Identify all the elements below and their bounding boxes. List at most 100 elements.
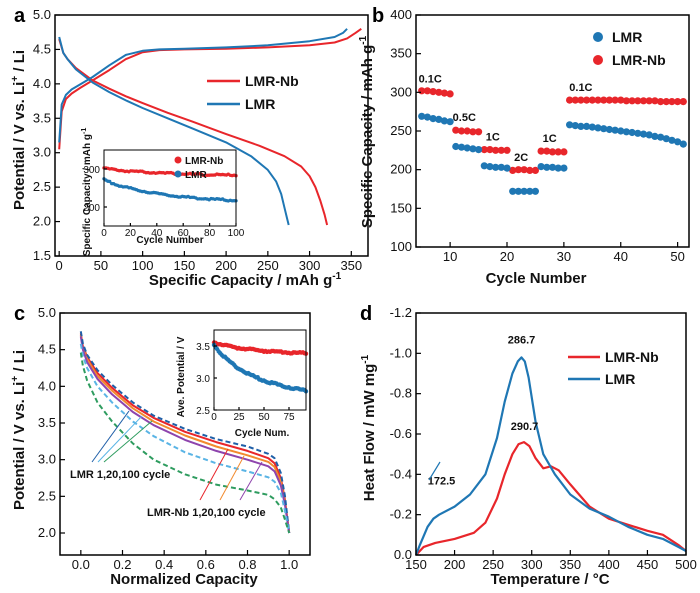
panel-b-point-lmr [503, 164, 511, 172]
panel-b-point-lmr-nb [622, 97, 631, 105]
panel-a-curve-0 [58, 27, 362, 150]
rate-label: 0.1C [569, 82, 592, 94]
panel-b-point-lmr-nb [429, 88, 437, 96]
panel-a-ytick-label: 2.5 [33, 179, 51, 194]
panel-b-point-lmr [475, 146, 483, 154]
panel-d-xtick-label: 150 [405, 557, 427, 572]
legend-label-lmrnb-b: LMR-Nb [612, 52, 666, 68]
panel-b-xtick-label: 30 [557, 249, 571, 264]
panel-d-series [414, 356, 687, 556]
panel-b-point-lmr [639, 130, 648, 138]
panel-b-point-lmr [446, 118, 454, 126]
rate-label: 1C [543, 133, 557, 145]
panel-c-annotations: LMR 1,20,100 cycle LMR-Nb 1,20,100 cycle [70, 410, 266, 519]
panel-c-ytick-label: 2.0 [38, 525, 56, 540]
panel-c-ytick-label: 3.5 [38, 415, 56, 430]
panel-b-xtick-label: 50 [670, 249, 684, 264]
panel-b-point-lmr-nb [509, 166, 517, 174]
panel-b-point-lmr-nb [503, 146, 511, 154]
panel-a-ytick-label: 1.5 [33, 248, 51, 263]
panel-d-xtick-label: 450 [637, 557, 659, 572]
panel-b-point-lmr-nb [577, 96, 585, 104]
panel-b-point-lmr [537, 163, 545, 171]
panel-b-point-lmr [469, 145, 477, 153]
panel-b-point-lmr [457, 143, 466, 151]
panel-d-ytick-label: 0.0 [394, 547, 412, 562]
panel-b-point-lmr [651, 132, 659, 140]
panel-c: c 0.0 0.2 0.4 0.6 0.8 1.0 2.0 2.5 3.0 3.5 4.0 4.5 5.… [10, 303, 311, 588]
panel-b-point-lmr-nb [657, 98, 665, 106]
panel-d-ytick-label: -0.4 [390, 466, 412, 481]
panel-a-xtick-label: 250 [257, 258, 279, 273]
inset-a-xtick-label: 0 [101, 228, 107, 239]
panel-b-ytick-label: 350 [390, 46, 412, 61]
panel-c-series [79, 331, 291, 534]
panel-c-xtick-label: 0.8 [238, 557, 256, 572]
panel-b-xtick-label: 20 [500, 249, 514, 264]
panel-b-point-lmr-nb [668, 98, 676, 106]
rate-label: 0.1C [419, 73, 442, 85]
ann-line-lmr-1 [91, 410, 130, 463]
panel-b-point-lmr [674, 138, 682, 146]
panel-d-xtick-label: 500 [675, 557, 697, 572]
panel-c-ticks: 0.0 0.2 0.4 0.6 0.8 1.0 2.0 2.5 3.0 3.5 4.0 4.5 5.0 [38, 305, 298, 572]
panel-b-point-lmr-nb [645, 97, 653, 105]
panel-b-point-lmr [526, 187, 534, 195]
peak-label: 290.7 [511, 421, 539, 433]
panel-a-ytick-label: 4.5 [33, 41, 51, 56]
inset-c-ylabel: Ave. Potential / V [176, 336, 187, 417]
panel-b-ticks: 10 20 30 40 50 100 150 200 250 300 350 400 [390, 7, 685, 264]
panel-b-point-lmr-nb [674, 98, 682, 106]
panel-b-point-lmr-nb [526, 166, 534, 174]
panel-a-xtick-label: 300 [299, 258, 321, 273]
inset-c-ticks: 0 25 50 75 2.5 3.0 3.5 [196, 342, 295, 423]
panel-d-legend: LMR-Nb LMR [568, 349, 659, 387]
ann-line-lmrnb-1 [199, 448, 229, 501]
panel-b-point-lmr [440, 117, 448, 125]
panel-label-b: b [372, 5, 384, 27]
panel-a-ytick-label: 3.5 [33, 110, 51, 125]
panel-d-ytick-label: -1.0 [390, 345, 412, 360]
legend-label-lmrnb-d: LMR-Nb [605, 349, 659, 365]
panel-b-point-lmr-nb [492, 146, 500, 154]
ann-line-lmrnb-20 [219, 455, 245, 501]
inset-a-xtick-label: 100 [228, 228, 245, 239]
panel-b-point-lmr-nb [651, 97, 659, 105]
panel-b-point-lmr-nb [520, 166, 528, 174]
panel-a-ylabel: Potential / V vs. Li+ / Li [10, 50, 28, 210]
rate-label: 1C [486, 131, 500, 143]
panel-b-point-lmr [628, 128, 636, 137]
panel-d-ytick-label: -0.2 [390, 507, 412, 522]
panel-c-ytick-label: 4.5 [38, 342, 56, 357]
panel-d-ytick-label: -1.2 [390, 305, 412, 320]
panel-c-xtick-label: 0.4 [155, 557, 173, 572]
inset-a-legend-lmr: LMR [185, 170, 207, 181]
inset-c-series [211, 340, 309, 394]
panel-b-xtick-label: 40 [614, 249, 628, 264]
panel-b-point-lmr-nb [446, 90, 454, 98]
panel-b-point-lmr [548, 163, 557, 171]
ann-lmr-cycles: LMR 1,20,100 cycle [70, 469, 170, 481]
panel-c-ytick-label: 3.0 [38, 452, 56, 467]
panel-b-point-lmr-nb [463, 127, 471, 135]
panel-b-ytick-label: 300 [390, 84, 412, 99]
panel-c-xtick-label: 1.0 [280, 557, 298, 572]
panel-d-peak-labels: 286.7 290.7 172.5 [428, 334, 539, 487]
panel-b-point-lmr-nb [548, 148, 557, 156]
inset-c-ytick-label: 3.0 [196, 374, 210, 385]
panel-b-point-lmr [543, 163, 551, 171]
peak-label: 172.5 [428, 475, 456, 487]
inset-a-xlabel: Cycle Number [136, 235, 203, 246]
panel-b-point-lmr-nb [440, 89, 448, 97]
panel-d-curve-1 [414, 356, 687, 556]
panel-b-point-lmr-nb [469, 128, 477, 136]
panel-b-point-lmr-nb [560, 148, 568, 156]
panel-b-point-lmr [566, 121, 574, 129]
panel-d-curve-0 [415, 441, 687, 556]
panel-b-point-lmr-nb [611, 96, 619, 104]
panel-c-frame [59, 312, 311, 556]
inset-a-ticks: 0 20 40 60 80 100 200 300 [83, 165, 244, 239]
panel-c-ytick-label: 4.0 [38, 378, 56, 393]
